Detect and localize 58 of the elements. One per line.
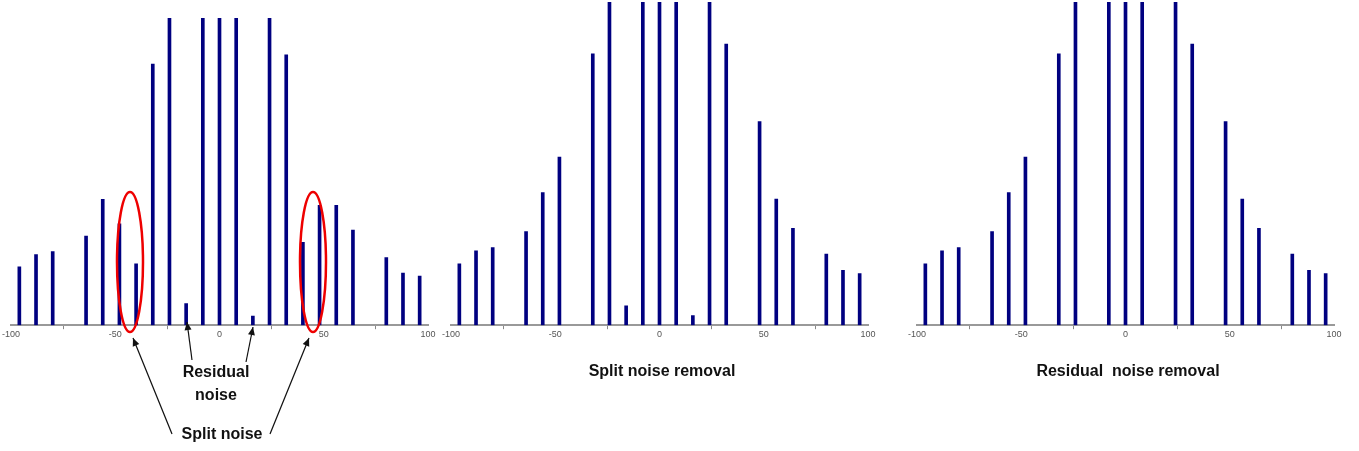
bar: [590, 53, 595, 326]
bar: [774, 198, 779, 326]
bar: [724, 43, 729, 326]
text: Residual noise: [181, 362, 251, 405]
x-tick-label: -100: [2, 329, 21, 340]
x-tick-label: -50: [548, 329, 562, 340]
bar: [940, 250, 944, 326]
bar: [1240, 198, 1245, 326]
x-tick-label: -100: [908, 329, 927, 340]
bar: [134, 263, 138, 326]
bar: [401, 272, 405, 326]
text: Split noise removal: [587, 362, 737, 380]
bar: [1140, 2, 1145, 326]
bar: [1257, 227, 1261, 326]
bar: [824, 253, 829, 326]
bar: [540, 192, 545, 326]
x-tick-label: -50: [1014, 329, 1028, 340]
bar: [200, 18, 205, 326]
bar: [1307, 269, 1311, 326]
bar: [384, 257, 389, 326]
bar: [1106, 2, 1111, 326]
bar: [490, 247, 495, 326]
x-tick-label: 0: [217, 329, 223, 340]
bar: [1006, 192, 1011, 326]
bar: [1056, 53, 1061, 326]
bar: [791, 227, 795, 326]
bar: [1290, 253, 1295, 326]
text: Residual noise removal: [1035, 362, 1221, 380]
text: Split noise: [180, 425, 264, 443]
x-tick-label: 0: [1123, 329, 1129, 340]
x-tick-label: 50: [1224, 329, 1235, 340]
bar: [640, 2, 645, 326]
bar: [234, 18, 239, 326]
bar: [674, 2, 679, 326]
bar: [691, 315, 695, 326]
x-tick-label: -100: [442, 329, 461, 340]
bar: [990, 231, 994, 326]
x-tick-label: 100: [1326, 329, 1342, 340]
x-tick-label: 0: [657, 329, 663, 340]
bar: [624, 305, 628, 326]
bar: [334, 205, 339, 326]
bar: [1190, 43, 1195, 326]
bar: [474, 250, 478, 326]
x-tick-label: 50: [758, 329, 769, 340]
x-tick-label: 50: [318, 329, 329, 340]
x-tick-label: -50: [108, 329, 122, 340]
bar: [956, 247, 961, 326]
bar: [84, 235, 88, 326]
bar: [841, 269, 845, 326]
bar: [100, 198, 105, 326]
bar: [351, 229, 355, 326]
bar: [524, 231, 528, 326]
bar: [50, 251, 55, 326]
bar: [34, 254, 38, 326]
bar: [284, 54, 289, 326]
bar: [150, 63, 155, 326]
x-tick-label: 100: [860, 329, 876, 340]
x-tick-label: 100: [420, 329, 436, 340]
